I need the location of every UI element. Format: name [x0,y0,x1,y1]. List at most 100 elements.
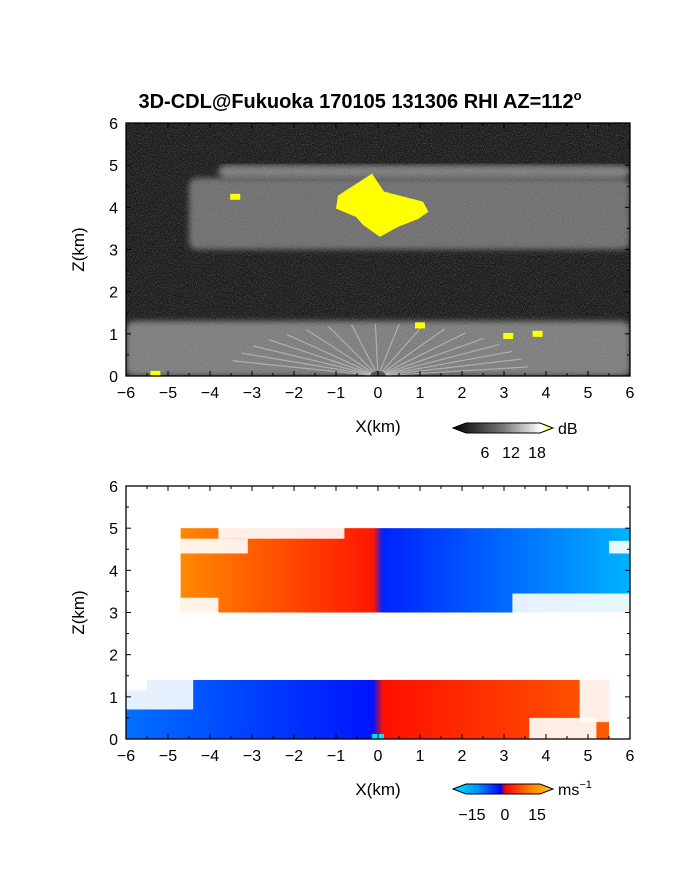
y-tick-label: 1 [109,327,118,344]
velocity-gap [579,679,630,723]
reflectivity-beam-streak [377,343,500,376]
x-tick-label: 0 [374,748,383,765]
y-tick-label: 4 [109,563,118,580]
reflectivity-colorbar-tick-label: 6 [481,445,490,462]
reflectivity-beam-streak [377,358,522,376]
x-tick-label: 0 [374,385,383,402]
x-tick-label: −3 [243,748,261,765]
x-axis-label: X(km) [355,417,400,436]
reflectivity-beam-streak [351,324,379,376]
x-tick-label: 3 [500,748,509,765]
reflectivity-image [126,123,630,376]
reflectivity-spot [415,322,425,329]
x-tick-label: 5 [584,748,593,765]
reflectivity-beam-streak [374,323,379,376]
y-axis-label: Z(km) [69,227,88,271]
x-tick-label: 1 [416,748,425,765]
y-tick-label: 1 [109,690,118,707]
x-tick-label: 2 [458,385,467,402]
reflectivity-spot [150,370,161,376]
velocity-colorbar-unit: ms−1 [558,779,592,799]
y-tick-label: 6 [109,116,118,133]
x-tick-label: 4 [542,748,551,765]
velocity-colorbar-tick-label: 0 [501,807,510,824]
x-tick-label: −5 [159,748,177,765]
reflectivity-beam-streak [232,360,379,376]
velocity-colorbar-tick-label: 15 [528,807,546,824]
reflectivity-beam-streak [306,329,379,376]
y-tick-label: 3 [109,243,118,260]
velocity-colorbar-unit-base: ms [558,782,579,799]
reflectivity-beam-streak [377,325,423,376]
y-tick-label: 5 [109,158,118,175]
x-tick-label: 3 [500,385,509,402]
velocity-gap [512,593,630,613]
x-tick-label: −6 [117,385,135,402]
velocity-colorbar-tick-label: −15 [458,807,485,824]
velocity-gap [180,538,248,554]
x-tick-label: −2 [285,748,303,765]
x-tick-label: −1 [327,385,345,402]
y-tick-label: 3 [109,606,118,623]
y-axis-label: Z(km) [69,590,88,634]
reflectivity-echo-region [218,165,630,178]
reflectivity-spot [532,330,543,337]
y-tick-label: 0 [109,369,118,386]
reflectivity-colorbar-tick-label: 12 [502,445,520,462]
reflectivity-beam-streak [286,333,379,376]
y-tick-label: 2 [109,648,118,665]
reflectivity-beam-streak [377,332,466,376]
x-tick-label: −1 [327,748,345,765]
reflectivity-beam-streak [253,345,379,376]
x-tick-label: −4 [201,385,219,402]
reflectivity-beam-streak [328,326,379,376]
x-tick-label: 6 [626,385,635,402]
y-tick-label: 5 [109,521,118,538]
x-tick-label: −6 [117,748,135,765]
velocity-gap [609,540,630,554]
x-tick-label: 4 [542,385,551,402]
reflectivity-beam-streak [377,350,513,376]
velocity-gap [218,526,345,539]
x-tick-label: 5 [584,385,593,402]
reflectivity-colorbar-unit: dB [558,421,578,438]
x-axis-label: X(km) [355,780,400,799]
velocity-colorbar-unit-superscript: −1 [579,779,592,791]
x-tick-label: −3 [243,385,261,402]
x-tick-label: −5 [159,385,177,402]
x-tick-label: 1 [416,385,425,402]
velocity-gap [180,597,219,613]
y-tick-label: 0 [109,732,118,749]
velocity-image [126,486,630,739]
velocity-echo-region [126,679,609,739]
figure-title-superscript: o [574,88,582,103]
velocity-colorbar-bar [451,783,555,795]
velocity-colorbar: ms−1 −15 0 15 [451,779,592,824]
figure-title: 3D-CDL@Fukuoka 170105 131306 RHI AZ=112o [138,88,581,113]
reflectivity-spot [503,332,514,339]
figure-title-text: 3D-CDL@Fukuoka 170105 131306 RHI AZ=112 [138,91,573,113]
y-tick-label: 4 [109,200,118,217]
reflectivity-beam-streak [377,366,528,376]
reflectivity-beam-streak [241,352,379,376]
reflectivity-saturated-core [336,173,429,237]
x-tick-label: 6 [626,748,635,765]
reflectivity-colorbar-bar [451,422,555,434]
velocity-gap [126,677,147,691]
reflectivity-beam-streak [377,328,445,376]
velocity-panel: −6 −5 −4 −3 −2 −1 0 1 2 3 4 5 6 0 1 2 3 4 5 6 X(km) Z(km) [69,479,635,799]
reflectivity-colorbar: dB 6 12 18 [451,421,578,462]
reflectivity-beam-streak [377,337,484,376]
x-tick-label: −2 [285,385,303,402]
velocity-gap [529,717,597,739]
reflectivity-beam-streak [377,324,400,376]
y-tick-label: 6 [109,479,118,496]
reflectivity-panel: −6 −5 −4 −3 −2 −1 0 1 2 3 4 5 6 0 1 2 3 4 5 6 X(km) Z(km) [69,116,635,436]
y-tick-label: 2 [109,285,118,302]
reflectivity-colorbar-tick-label: 18 [528,445,546,462]
reflectivity-beam-streak [268,339,379,376]
x-tick-label: 2 [458,748,467,765]
x-tick-label: −4 [201,748,219,765]
reflectivity-spot [230,193,241,200]
